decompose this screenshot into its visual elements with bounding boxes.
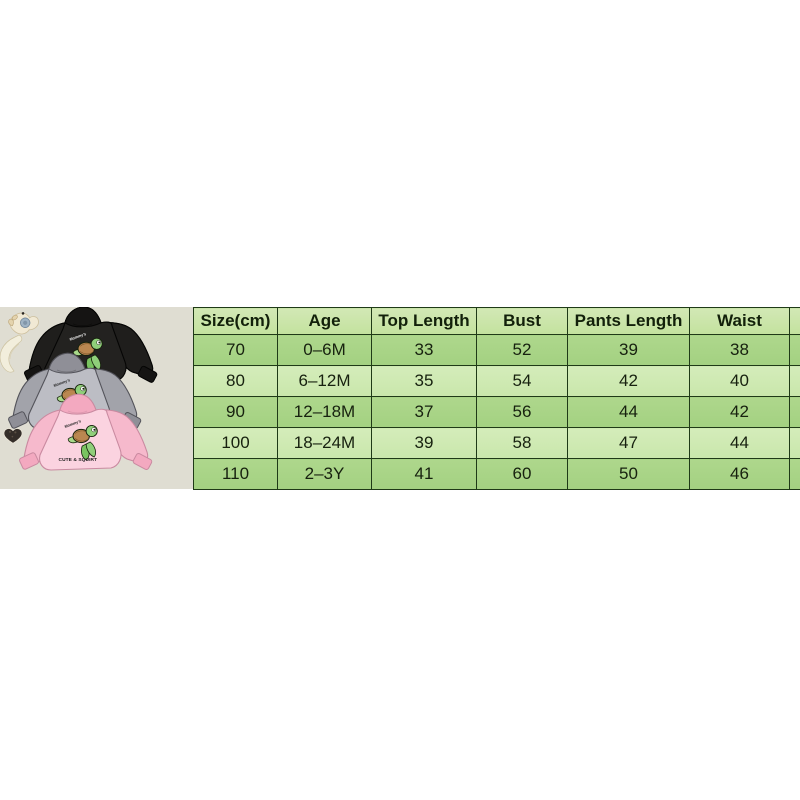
svg-text:CUTE & SQUIRT: CUTE & SQUIRT <box>59 457 98 463</box>
